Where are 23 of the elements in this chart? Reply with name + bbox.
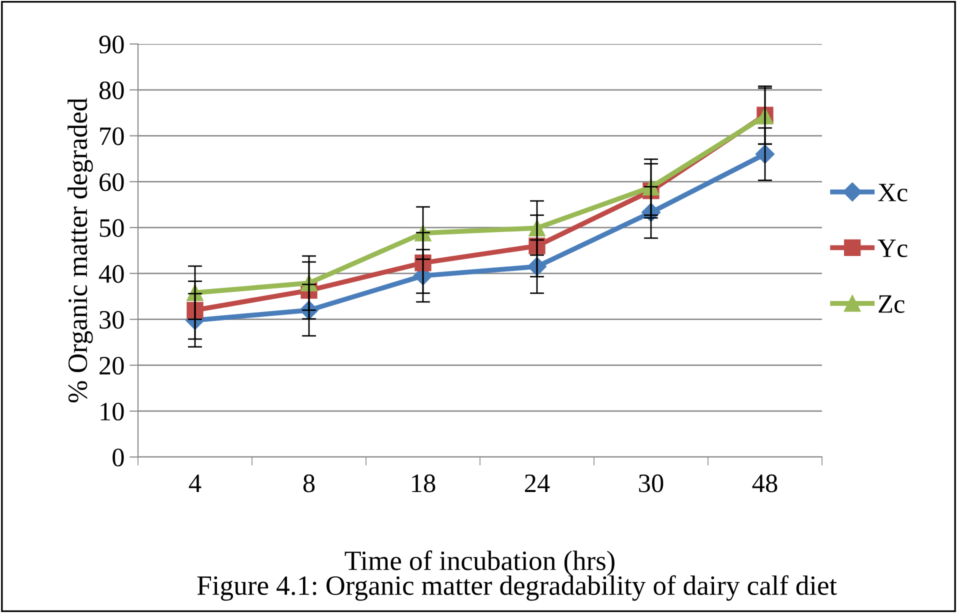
y-tick-label: 20 [100, 356, 124, 375]
y-tick-label: 40 [98, 265, 124, 283]
x-tick-label: 48 [752, 474, 778, 492]
legend-label: Zc [878, 295, 904, 313]
x-tick-label: 24 [524, 474, 550, 492]
legend-label: Yc [878, 240, 908, 258]
y-tick-label: 60 [100, 173, 124, 192]
caption: Figure 4.1: Organic matter degradability of dairy calf diet [197, 575, 837, 601]
x-tick-label: 8 [303, 474, 315, 492]
point [186, 302, 204, 318]
y-tick-label: 90 [99, 36, 124, 54]
x-tick-label: 18 [412, 474, 436, 492]
x-tick-label: 4 [188, 474, 202, 492]
y-tick-label: 80 [99, 81, 124, 100]
x-tick-label: 30 [639, 474, 664, 492]
legend-label: Xc [878, 184, 908, 202]
y-tick-label: 70 [100, 127, 124, 146]
y-tick-label: 10 [100, 402, 124, 421]
y-axis-title: % Organic matter degraded [68, 98, 93, 402]
y-tick-label: 0 [112, 448, 124, 466]
y-tick-label: 30 [100, 310, 124, 329]
x-axis-title: Time of incubation (hrs) [344, 550, 614, 576]
y-tick-label: 50 [100, 219, 124, 237]
